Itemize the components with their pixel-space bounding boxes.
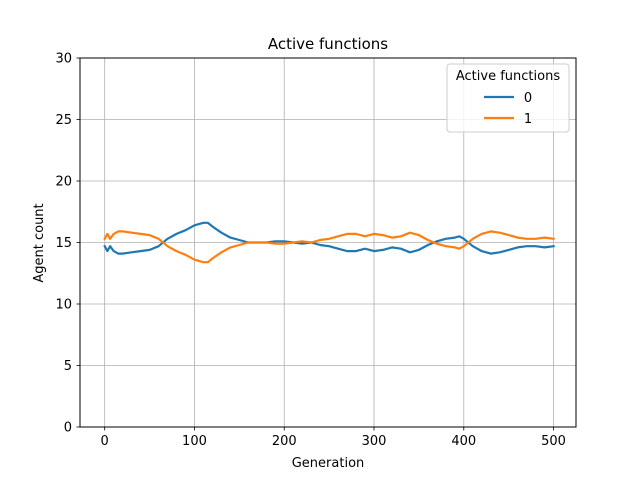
series-line-1	[103, 230, 555, 264]
y-tick-label: 30	[55, 52, 72, 67]
y-axis-label: Agent count	[32, 203, 47, 282]
y-tick-label: 15	[55, 236, 72, 251]
legend-label-0: 0	[524, 91, 532, 106]
series-line-0	[103, 221, 555, 255]
legend-entries: 01	[484, 91, 532, 127]
legend-title: Active functions	[456, 69, 560, 84]
y-tick-label: 5	[64, 359, 72, 374]
y-tick-label: 10	[55, 298, 72, 313]
y-tick-label: 20	[55, 175, 72, 190]
x-tick-label: 0	[101, 434, 109, 449]
x-tick-label: 200	[272, 434, 297, 449]
y-tick-label: 0	[64, 421, 72, 436]
x-tick-label: 500	[541, 434, 566, 449]
x-tick-label: 100	[182, 434, 207, 449]
x-axis-label: Generation	[292, 456, 365, 471]
legend: Active functions 01	[446, 63, 570, 133]
x-tick-label: 400	[451, 434, 476, 449]
legend-label-1: 1	[524, 112, 532, 127]
chart-title: Active functions	[268, 35, 388, 53]
y-tick-label: 25	[55, 113, 72, 128]
series-lines	[103, 221, 555, 264]
x-tick-label: 300	[362, 434, 387, 449]
grid	[80, 57, 576, 428]
